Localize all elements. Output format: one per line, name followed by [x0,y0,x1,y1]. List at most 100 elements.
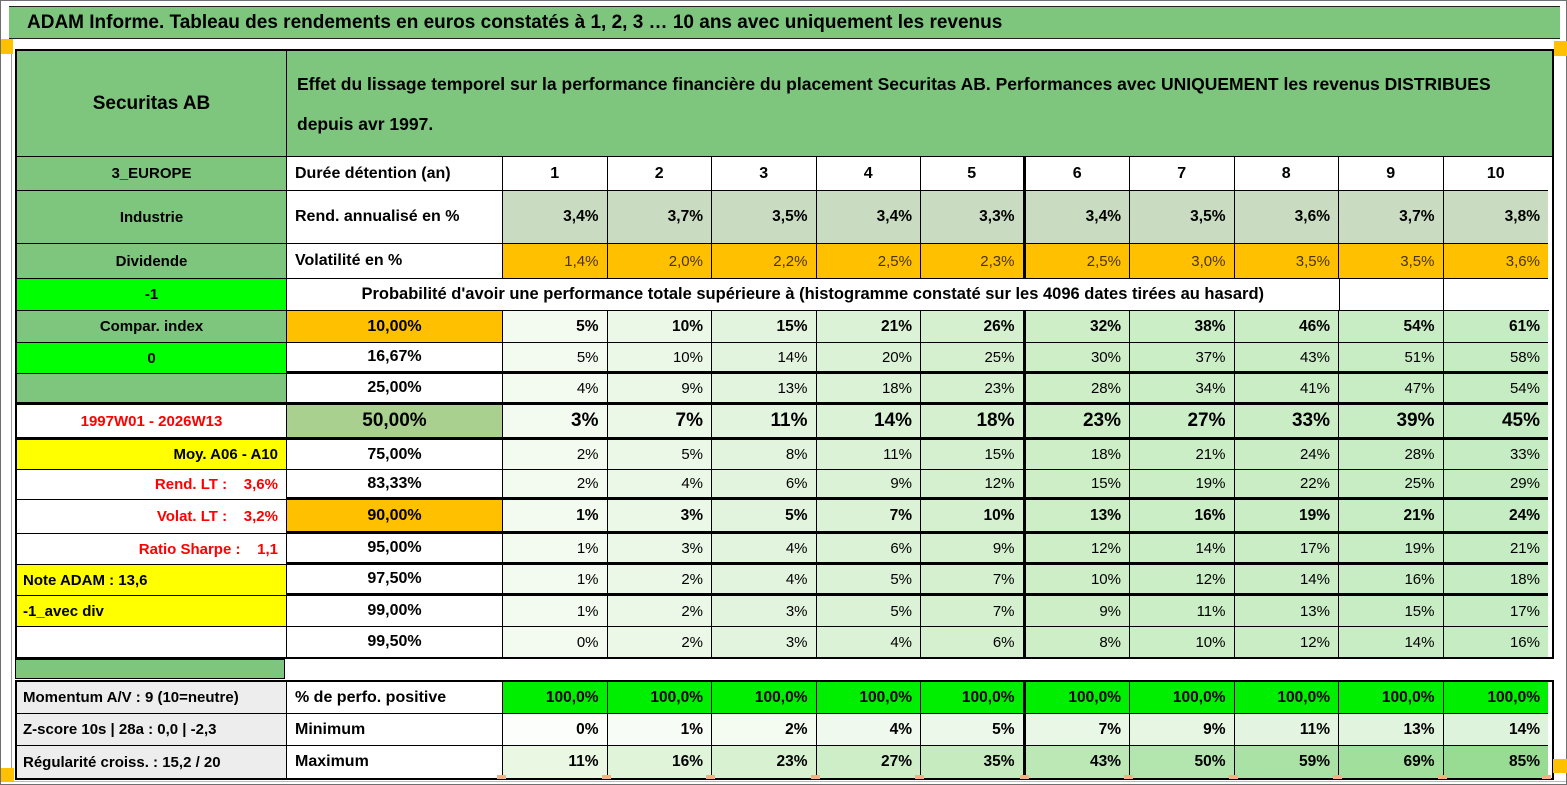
positive-performance-cell[interactable]: 100,0% [607,682,712,714]
probability-cell[interactable]: 23% [921,374,1026,405]
probability-cell[interactable]: 24% [1443,500,1548,534]
probability-cell[interactable]: 19% [1234,500,1339,534]
probability-cell[interactable]: 37% [1130,343,1235,374]
probability-cell[interactable]: 20% [816,343,921,374]
threshold-cell[interactable]: 99,50% [287,627,503,657]
year-header-cell[interactable]: 8 [1234,157,1339,191]
year-header-cell[interactable]: 2 [607,157,712,191]
regularite-cell[interactable]: Régularité croiss. : 15,2 / 20 [17,746,287,778]
volatility-label-cell[interactable]: Volatilité en % [287,244,503,279]
probability-cell[interactable]: 3% [607,500,712,534]
probability-cell[interactable]: 5% [503,311,608,343]
probability-cell[interactable]: 9% [921,534,1026,565]
volatility-cell[interactable]: 2,5% [816,244,921,279]
probability-cell[interactable]: 7% [816,500,921,534]
probability-cell[interactable]: 15% [921,440,1026,470]
probability-cell[interactable]: 12% [1025,534,1130,565]
annualized-return-cell[interactable]: 3,7% [607,191,712,244]
probability-cell[interactable]: 24% [1234,440,1339,470]
annualized-return-cell[interactable]: 3,4% [816,191,921,244]
green-spacer-cell[interactable] [15,659,285,679]
probability-cell[interactable]: 17% [1234,534,1339,565]
probability-cell[interactable]: 32% [1025,311,1130,343]
probability-cell[interactable]: 8% [712,440,817,470]
annualized-return-cell[interactable]: 3,7% [1339,191,1444,244]
probability-cell[interactable]: 18% [1443,565,1548,596]
flag-top-cell[interactable]: -1 [17,279,287,311]
minimum-cell[interactable]: 7% [1025,714,1130,746]
probability-cell[interactable]: 14% [1130,534,1235,565]
probability-cell[interactable]: 10% [1025,565,1130,596]
probability-cell[interactable]: 4% [503,374,608,405]
probability-cell[interactable]: 1% [503,534,608,565]
sector-cell[interactable]: Industrie [17,191,287,244]
annualized-return-cell[interactable]: 3,8% [1443,191,1548,244]
probability-cell[interactable]: 1% [503,565,608,596]
probability-cell[interactable]: 25% [921,343,1026,374]
probability-cell[interactable]: 21% [1130,440,1235,470]
probability-cell[interactable]: 4% [816,627,921,657]
minimum-cell[interactable]: 4% [816,714,921,746]
probability-cell[interactable]: 11% [816,440,921,470]
probability-cell[interactable]: 30% [1025,343,1130,374]
probability-cell[interactable]: 3% [607,534,712,565]
probability-cell[interactable]: 14% [816,405,921,440]
probability-cell[interactable]: 10% [921,500,1026,534]
threshold-cell[interactable]: 10,00% [287,311,503,343]
volatility-cell[interactable]: 2,5% [1025,244,1130,279]
minimum-cell[interactable]: 0% [503,714,608,746]
probability-cell[interactable]: 22% [1234,470,1339,500]
probability-cell[interactable]: 45% [1443,405,1548,440]
probability-cell[interactable]: 43% [1234,343,1339,374]
category-cell[interactable]: Dividende [17,244,287,279]
probability-cell[interactable]: 21% [816,311,921,343]
probability-cell[interactable]: 28% [1025,374,1130,405]
minimum-cell[interactable]: 9% [1130,714,1235,746]
probability-cell[interactable]: 1% [503,500,608,534]
probability-cell[interactable]: 12% [921,470,1026,500]
probability-cell[interactable]: 19% [1339,534,1444,565]
probability-cell[interactable]: 5% [503,343,608,374]
probability-cell[interactable]: 5% [712,500,817,534]
positive-performance-cell[interactable]: 100,0% [503,682,608,714]
probability-cell[interactable]: 1% [503,596,608,627]
positive-performance-cell[interactable]: 100,0% [712,682,817,714]
probability-cell[interactable]: 3% [712,596,817,627]
probability-cell[interactable]: 13% [712,374,817,405]
positive-performance-cell[interactable]: 100,0% [1130,682,1235,714]
maximum-cell[interactable]: 59% [1234,746,1339,778]
probability-cell[interactable]: 33% [1443,440,1548,470]
probability-cell[interactable]: 18% [1025,440,1130,470]
empty-cell[interactable] [1444,279,1549,311]
annualized-return-cell[interactable]: 3,4% [503,191,608,244]
positive-performance-cell[interactable]: 100,0% [921,682,1026,714]
probability-cell[interactable]: 15% [1339,596,1444,627]
maximum-cell[interactable]: 43% [1025,746,1130,778]
asset-description-cell[interactable]: Effet du lissage temporel sur la perform… [287,51,1552,157]
volatility-cell[interactable]: 3,5% [1339,244,1444,279]
probability-cell[interactable]: 5% [816,596,921,627]
minimum-cell[interactable]: 5% [921,714,1026,746]
threshold-cell[interactable]: 50,00% [287,405,503,440]
probability-cell[interactable]: 16% [1130,500,1235,534]
probability-cell[interactable]: 2% [503,440,608,470]
avec-div-cell[interactable]: -1_avec div [17,596,287,627]
maximum-label-cell[interactable]: Maximum [287,746,503,778]
probability-cell[interactable]: 18% [921,405,1026,440]
probability-cell[interactable]: 58% [1443,343,1548,374]
probability-cell[interactable]: 46% [1234,311,1339,343]
moy-cell[interactable]: Moy. A06 - A10 [17,440,287,470]
probability-cell[interactable]: 10% [1130,627,1235,657]
probability-cell[interactable]: 0% [503,627,608,657]
year-header-cell[interactable]: 5 [921,157,1026,191]
annualized-return-cell[interactable]: 3,5% [1130,191,1235,244]
probability-cell[interactable]: 16% [1443,627,1548,657]
probability-cell[interactable]: 12% [1234,627,1339,657]
probability-cell[interactable]: 7% [607,405,712,440]
zscore-cell[interactable]: Z-score 10s | 28a : 0,0 | -2,3 [17,714,287,746]
probability-cell[interactable]: 9% [1025,596,1130,627]
minimum-cell[interactable]: 2% [712,714,817,746]
volatility-cell[interactable]: 1,4% [503,244,608,279]
probability-cell[interactable]: 26% [921,311,1026,343]
volat-lt-cell[interactable]: Volat. LT : 3,2% [17,500,287,534]
